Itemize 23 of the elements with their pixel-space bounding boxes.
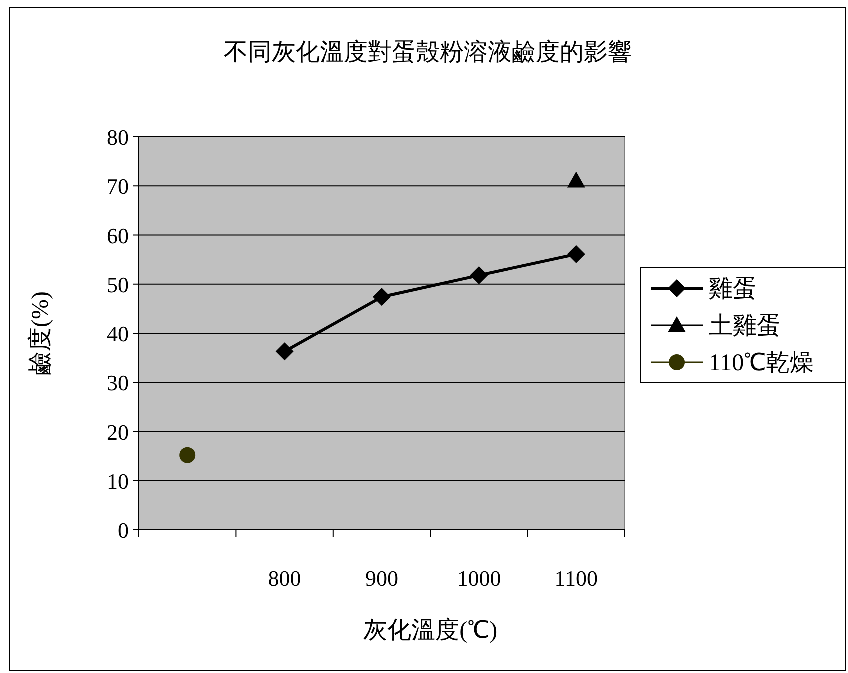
x-axis-title: 灰化溫度(℃) bbox=[364, 617, 498, 644]
x-tick-label: 1000 bbox=[457, 566, 502, 591]
y-tick-label: 40 bbox=[107, 322, 129, 346]
x-tick-label: 800 bbox=[268, 566, 302, 591]
y-tick-label: 60 bbox=[107, 223, 129, 248]
y-tick-label: 20 bbox=[107, 420, 129, 445]
y-tick-label: 30 bbox=[107, 370, 129, 396]
legend-label: 土雞蛋 bbox=[709, 314, 781, 340]
y-tick-label: 70 bbox=[107, 174, 129, 200]
legend-label: 雞蛋 bbox=[709, 276, 757, 302]
y-tick-label: 50 bbox=[107, 272, 129, 298]
y-tick-label: 80 bbox=[107, 125, 129, 150]
point bbox=[373, 288, 391, 306]
x-tick-label: 1100 bbox=[554, 566, 598, 591]
y-tick-label: 0 bbox=[118, 518, 129, 543]
point bbox=[567, 245, 586, 264]
point bbox=[470, 266, 488, 285]
x-tick-label: 900 bbox=[366, 566, 398, 591]
y-tick-label: 10 bbox=[107, 468, 129, 494]
y-axis-title: 鹼度(%) bbox=[27, 292, 54, 376]
point bbox=[276, 342, 294, 361]
chart-title: 不同灰化溫度對蛋殼粉溶液鹼度的影響 bbox=[224, 39, 632, 66]
legend-label: 110℃乾燥 bbox=[709, 350, 814, 376]
